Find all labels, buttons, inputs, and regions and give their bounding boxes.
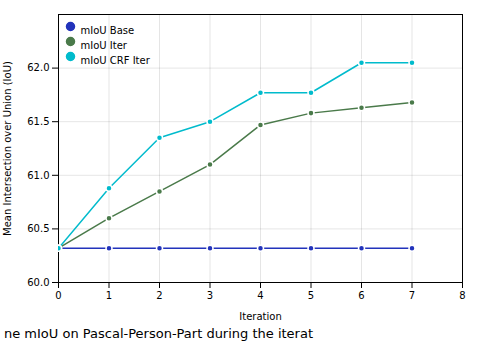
svg-text:61.5: 61.5: [27, 116, 49, 127]
svg-text:7: 7: [409, 290, 415, 301]
svg-text:8: 8: [459, 290, 465, 301]
svg-text:0: 0: [55, 290, 61, 301]
svg-text:Mean Intersection over Union (: Mean Intersection over Union (IoU): [2, 61, 13, 236]
svg-text:60.5: 60.5: [27, 223, 49, 234]
svg-text:mIoU Base: mIoU Base: [81, 25, 135, 36]
svg-text:Iteration: Iteration: [239, 311, 281, 322]
svg-text:2: 2: [156, 290, 162, 301]
svg-text:6: 6: [358, 290, 364, 301]
svg-text:4: 4: [257, 290, 263, 301]
svg-text:60.0: 60.0: [27, 277, 49, 288]
svg-text:5: 5: [308, 290, 314, 301]
svg-text:mIoU CRF Iter: mIoU CRF Iter: [81, 55, 151, 66]
svg-text:62.0: 62.0: [27, 62, 49, 73]
html-text:ne mIoU on Pascal-Person-Part: ne mIoU on Pascal-Person-Part during the…: [4, 326, 313, 341]
svg-text:mIoU Iter: mIoU Iter: [81, 40, 128, 51]
svg-text:61.0: 61.0: [27, 170, 49, 181]
svg-text:1: 1: [106, 290, 112, 301]
svg-text:3: 3: [207, 290, 213, 301]
